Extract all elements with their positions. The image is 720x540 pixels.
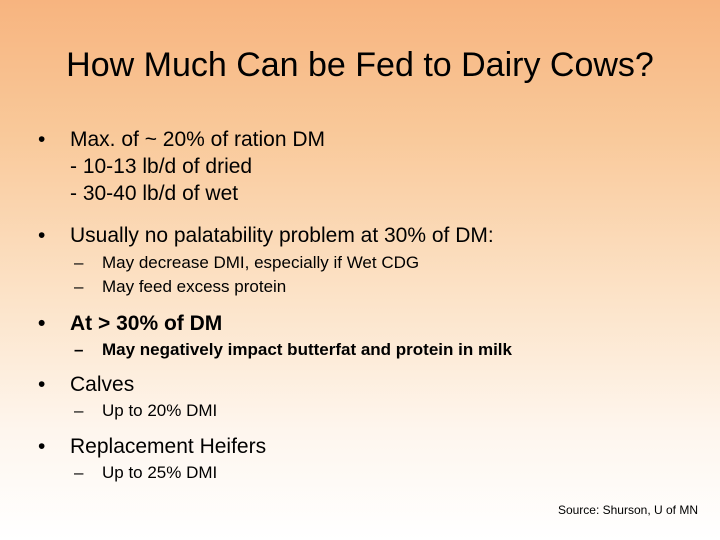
slide-title: How Much Can be Fed to Dairy Cows? xyxy=(66,46,654,84)
bullet-max-ration: • Max. of ~ 20% of ration DM xyxy=(38,126,325,153)
bullet-text: At > 30% of DM xyxy=(70,312,223,335)
sub-bullet-text: May feed excess protein xyxy=(102,277,287,296)
bullet-text: Usually no palatability problem at 30% o… xyxy=(70,224,494,247)
source-citation: Source: Shurson, U of MN xyxy=(557,503,698,517)
sub-bullet-calves-dmi: – Up to 20% DMI xyxy=(74,399,217,423)
sub-bullet-text: May negatively impact butterfat and prot… xyxy=(102,340,512,359)
bullet-icon: • xyxy=(38,312,46,335)
dash-icon: – xyxy=(74,253,84,272)
sub-bullet-heifers-dmi: – Up to 25% DMI xyxy=(74,461,217,485)
bullet-text: Max. of ~ 20% of ration DM xyxy=(70,128,326,151)
bullet-heifers: • Replacement Heifers xyxy=(38,433,266,460)
bullet-line-dried: - 10-13 lb/d of dried xyxy=(70,155,253,178)
dash-icon: – xyxy=(74,340,84,359)
bullet-over-30: • At > 30% of DM xyxy=(38,310,222,337)
sub-bullet-protein: – May feed excess protein xyxy=(74,275,286,299)
bullet-line-wet: - 30-40 lb/d of wet xyxy=(70,182,239,205)
dash-icon: – xyxy=(74,463,84,482)
bullet-calves: • Calves xyxy=(38,371,134,398)
bullet-icon: • xyxy=(38,373,46,396)
bullet-icon: • xyxy=(38,224,46,247)
sub-bullet-text: May decrease DMI, especially if Wet CDG xyxy=(102,253,420,272)
dash-icon: – xyxy=(74,401,84,420)
sub-bullet-text: Up to 25% DMI xyxy=(102,463,218,482)
sub-bullet-dmi: – May decrease DMI, especially if Wet CDG xyxy=(74,251,419,275)
sub-bullet-butterfat: – May negatively impact butterfat and pro… xyxy=(74,338,512,362)
sub-bullet-text: Up to 20% DMI xyxy=(102,401,218,420)
bullet-text: Replacement Heifers xyxy=(70,435,267,458)
bullet-palatability: • Usually no palatability problem at 30% … xyxy=(38,222,494,249)
bullet-text: Calves xyxy=(70,373,135,396)
bullet-icon: • xyxy=(38,128,46,151)
bullet-icon: • xyxy=(38,435,46,458)
dash-icon: – xyxy=(74,277,84,296)
